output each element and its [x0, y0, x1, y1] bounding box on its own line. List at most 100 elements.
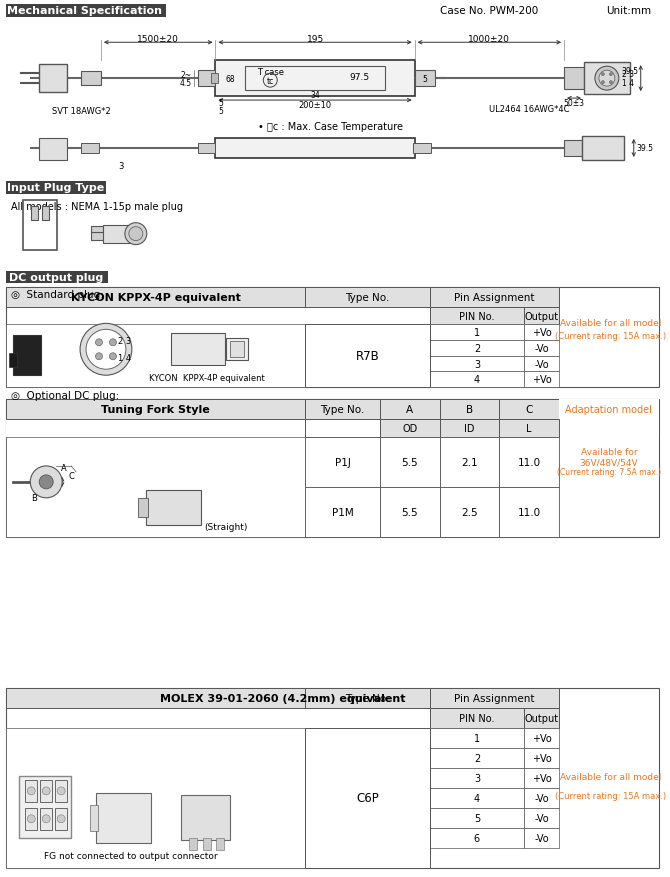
Text: (Current rating: 15A max.): (Current rating: 15A max.)	[555, 332, 667, 340]
Text: Tuning Fork Style: Tuning Fork Style	[101, 404, 210, 415]
Bar	[19, 776, 71, 838]
Bar	[429, 748, 524, 768]
Bar	[210, 74, 218, 84]
Bar	[499, 438, 559, 488]
Text: 1500±20: 1500±20	[137, 35, 179, 44]
Text: 5: 5	[218, 106, 223, 116]
Bar	[171, 334, 226, 366]
Circle shape	[57, 787, 65, 795]
Text: P1M: P1M	[332, 507, 353, 517]
Text: tc: tc	[267, 76, 274, 86]
Text: 195: 195	[306, 35, 324, 44]
Circle shape	[602, 74, 604, 76]
Bar	[7, 438, 305, 537]
Text: A: A	[406, 404, 413, 415]
Bar	[524, 788, 559, 808]
Bar	[81, 144, 99, 153]
Text: 2.5: 2.5	[461, 507, 478, 517]
Bar	[305, 400, 380, 419]
Bar	[7, 688, 559, 709]
Bar	[415, 71, 435, 87]
Bar	[429, 808, 524, 828]
Text: 6: 6	[59, 823, 64, 829]
Text: 2: 2	[44, 795, 48, 801]
Text: 1: 1	[474, 733, 480, 743]
Text: All models : NEMA 1-15p male plug: All models : NEMA 1-15p male plug	[11, 202, 184, 211]
Text: 3: 3	[118, 162, 123, 171]
Text: +Vo: +Vo	[532, 733, 551, 743]
Text: 2 3: 2 3	[118, 337, 131, 346]
Circle shape	[27, 787, 36, 795]
Bar	[440, 438, 499, 488]
Bar	[305, 289, 429, 308]
Text: 36V/48V/54V: 36V/48V/54V	[580, 458, 638, 467]
Bar	[216, 838, 224, 850]
Text: C: C	[525, 404, 533, 415]
Bar	[31, 206, 38, 220]
Text: KYCON KPPX-4P equivalent: KYCON KPPX-4P equivalent	[71, 293, 241, 303]
Bar	[429, 308, 524, 325]
Bar	[429, 356, 524, 372]
Bar	[429, 688, 559, 709]
Bar	[429, 728, 524, 748]
Bar	[40, 139, 67, 160]
Circle shape	[40, 475, 53, 489]
Text: Output: Output	[525, 312, 559, 322]
Bar	[181, 795, 230, 840]
Text: 1000±20: 1000±20	[468, 35, 511, 44]
Text: 1: 1	[474, 328, 480, 338]
Bar	[524, 372, 559, 388]
Text: (Straight): (Straight)	[204, 523, 247, 531]
Text: 39.5: 39.5	[636, 144, 654, 153]
Bar	[429, 709, 524, 728]
Text: 2~: 2~	[180, 70, 191, 80]
Bar	[216, 61, 415, 97]
Bar	[7, 688, 659, 867]
Bar	[7, 400, 659, 537]
Text: • Ⓣс : Max. Case Temperature: • Ⓣс : Max. Case Temperature	[257, 122, 403, 132]
Bar	[524, 340, 559, 356]
Bar	[584, 63, 630, 95]
Text: 1 4: 1 4	[118, 353, 131, 362]
Text: Available for: Available for	[580, 448, 637, 457]
Text: Type No.: Type No.	[345, 293, 389, 303]
Bar	[499, 488, 559, 537]
Text: UL2464 16AWG*4C: UL2464 16AWG*4C	[489, 104, 570, 113]
Circle shape	[96, 339, 103, 346]
Bar	[305, 438, 380, 488]
Text: -Vo: -Vo	[535, 360, 549, 369]
Circle shape	[109, 353, 117, 360]
Text: -Vo: -Vo	[535, 813, 549, 823]
Text: R7B: R7B	[356, 350, 379, 363]
Text: Mechanical Specification: Mechanical Specification	[7, 6, 161, 17]
Text: DC output plug: DC output plug	[9, 272, 103, 282]
Text: 2 3: 2 3	[622, 69, 634, 79]
Text: -Vo: -Vo	[535, 833, 549, 843]
Circle shape	[609, 74, 612, 76]
Text: 3: 3	[59, 795, 64, 801]
Bar	[189, 838, 196, 850]
Bar	[202, 838, 210, 850]
Circle shape	[57, 815, 65, 823]
Text: Type No.: Type No.	[345, 694, 389, 703]
Text: +Vo: +Vo	[532, 374, 551, 385]
Text: C: C	[68, 472, 74, 481]
Text: Adaptation model: Adaptation model	[565, 404, 653, 415]
Text: 11.0: 11.0	[518, 458, 541, 467]
Text: 5: 5	[218, 98, 223, 108]
Bar	[7, 400, 305, 419]
Bar	[524, 768, 559, 788]
Bar	[429, 788, 524, 808]
Bar	[9, 353, 17, 367]
Text: Pin Assignment: Pin Assignment	[454, 293, 535, 303]
Text: +Vo: +Vo	[532, 753, 551, 763]
Text: Output: Output	[525, 713, 559, 724]
Text: 1 4: 1 4	[622, 79, 634, 88]
Circle shape	[42, 787, 50, 795]
Circle shape	[86, 330, 126, 370]
Bar	[559, 400, 659, 438]
Text: 3: 3	[474, 360, 480, 369]
Circle shape	[599, 71, 615, 87]
Text: 200±10: 200±10	[299, 101, 332, 110]
Text: B: B	[466, 404, 473, 415]
